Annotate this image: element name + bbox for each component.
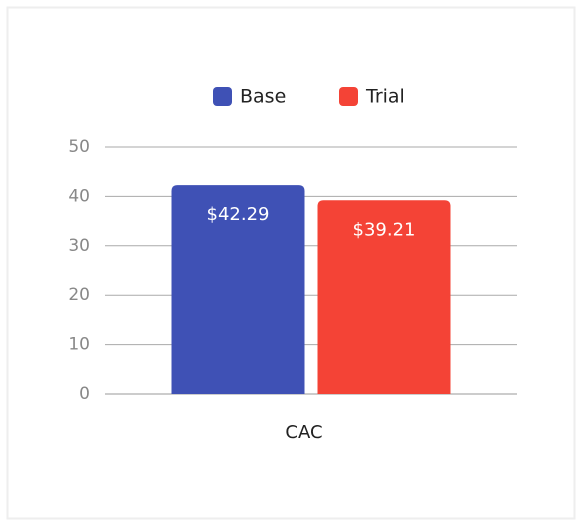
bar xyxy=(317,200,451,394)
legend-label: Trial xyxy=(365,86,405,108)
y-tick-label: 50 xyxy=(68,137,90,157)
y-tick-label: 40 xyxy=(68,186,90,206)
legend-swatch xyxy=(339,87,358,106)
x-tick-label: CAC xyxy=(285,422,322,443)
y-tick-label: 20 xyxy=(68,285,90,305)
value-label: $42.29 xyxy=(207,204,270,225)
legend-label: Base xyxy=(240,86,286,108)
y-tick-label: 0 xyxy=(79,384,90,404)
bar xyxy=(171,185,305,394)
y-tick-label: 10 xyxy=(68,335,90,355)
legend-swatch xyxy=(213,87,232,106)
y-tick-label: 30 xyxy=(68,236,90,256)
value-label: $39.21 xyxy=(353,219,416,240)
